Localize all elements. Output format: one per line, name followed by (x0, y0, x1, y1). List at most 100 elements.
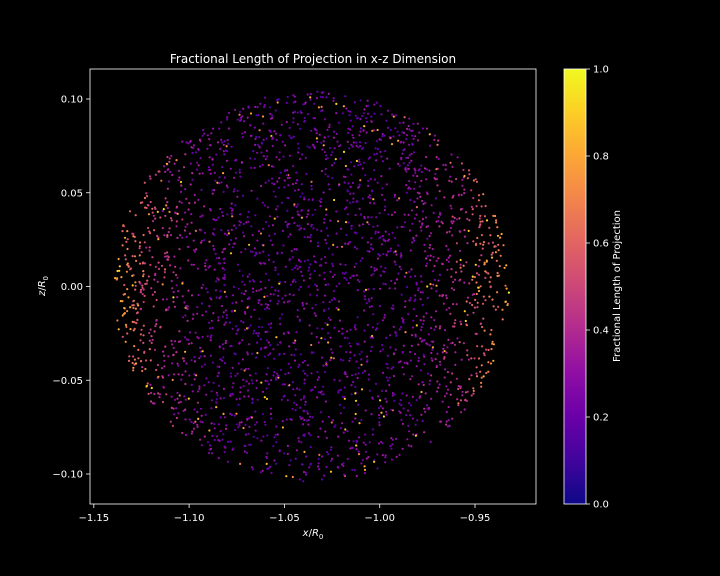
scatter-point (381, 160, 385, 163)
scatter-point (432, 340, 435, 343)
scatter-point (409, 378, 412, 381)
scatter-point (168, 227, 171, 230)
scatter-point (144, 367, 147, 371)
scatter-point (200, 414, 203, 417)
scatter-point (215, 406, 218, 409)
scatter-point (303, 307, 306, 310)
scatter-point (449, 312, 452, 315)
scatter-point (134, 284, 137, 287)
scatter-point (415, 283, 418, 286)
scatter-point (241, 358, 244, 361)
scatter-point (320, 197, 323, 200)
scatter-point (332, 97, 335, 100)
scatter-point (431, 359, 434, 362)
scatter-point (274, 433, 277, 436)
scatter-point (269, 293, 272, 296)
scatter-point (326, 234, 329, 237)
scatter-point (196, 425, 199, 429)
scatter-point (442, 347, 445, 350)
scatter-point (408, 128, 411, 131)
scatter-point (223, 277, 226, 280)
scatter-point (303, 395, 306, 398)
scatter-point (145, 282, 148, 285)
scatter-point (415, 234, 418, 237)
scatter-point (367, 196, 370, 199)
scatter-point (367, 223, 371, 226)
scatter-point (420, 229, 423, 232)
scatter-point (492, 305, 495, 308)
scatter-point (264, 181, 267, 184)
scatter-point (254, 137, 257, 141)
scatter-point (414, 135, 417, 138)
scatter-point (194, 420, 197, 423)
scatter-point (466, 177, 469, 180)
scatter-point (445, 308, 448, 311)
scatter-point (264, 423, 267, 426)
scatter-point (301, 361, 305, 364)
scatter-point (435, 259, 438, 262)
scatter-point (286, 452, 289, 456)
scatter-point (437, 216, 440, 219)
scatter-point (188, 374, 191, 377)
colorbar (563, 68, 587, 505)
scatter-point (193, 373, 196, 376)
scatter-point (334, 158, 337, 161)
scatter-point (190, 420, 193, 424)
scatter-point (149, 177, 152, 180)
scatter-point (333, 147, 336, 150)
scatter-point (327, 415, 330, 418)
scatter-point (212, 218, 215, 221)
scatter-point (273, 232, 276, 235)
scatter-point (236, 263, 239, 266)
scatter-point (191, 430, 194, 433)
scatter-point (294, 182, 297, 185)
scatter-point (352, 197, 355, 200)
scatter-point (305, 215, 308, 218)
scatter-point (301, 304, 304, 307)
scatter-point (376, 128, 379, 132)
scatter-point (363, 290, 366, 293)
scatter-point (412, 151, 416, 154)
scatter-point (159, 326, 162, 329)
scatter-point (481, 220, 484, 223)
scatter-point (351, 125, 354, 128)
scatter-point (192, 144, 196, 147)
scatter-point (230, 238, 233, 242)
scatter-point (388, 167, 391, 170)
scatter-point (459, 399, 462, 402)
scatter-point (197, 198, 200, 201)
scatter-point (146, 382, 149, 385)
scatter-point (291, 256, 294, 259)
scatter-point (259, 471, 262, 474)
scatter-point (302, 369, 305, 372)
scatter-point (291, 216, 294, 219)
scatter-point (362, 112, 365, 115)
scatter-point (350, 227, 353, 230)
scatter-point (397, 361, 400, 364)
scatter-point (184, 314, 187, 317)
scatter-point (275, 336, 278, 339)
scatter-point (341, 395, 344, 398)
scatter-point (355, 262, 358, 265)
scatter-point (400, 404, 403, 407)
scatter-point (314, 314, 317, 317)
scatter-point (306, 236, 309, 239)
scatter-point (402, 225, 405, 228)
scatter-point (139, 339, 142, 342)
scatter-point (282, 395, 285, 398)
scatter-point (351, 181, 354, 185)
scatter-point (339, 227, 343, 230)
scatter-point (470, 205, 473, 208)
scatter-point (265, 387, 268, 390)
scatter-point (287, 371, 290, 375)
scatter-point (276, 101, 279, 104)
scatter-point (471, 275, 474, 278)
scatter-point (466, 354, 469, 357)
scatter-point (240, 368, 243, 371)
scatter-point (491, 340, 494, 343)
scatter-point (331, 164, 334, 167)
scatter-point (327, 183, 330, 186)
scatter-point (317, 341, 320, 344)
scatter-point (258, 299, 261, 302)
scatter-point (312, 117, 315, 120)
